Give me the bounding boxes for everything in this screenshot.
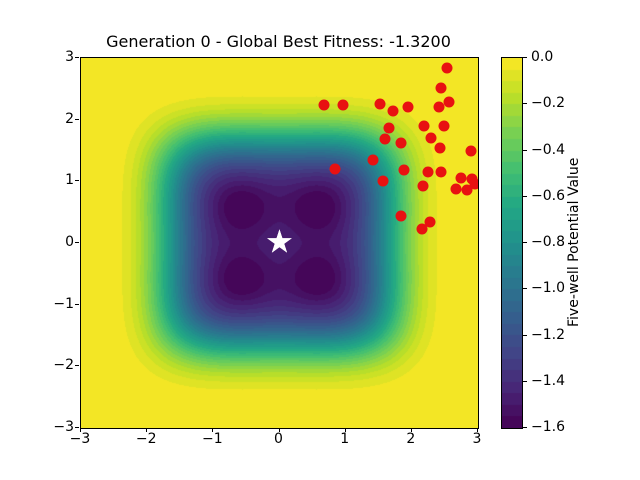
colorbar-tick-label: −1.4 xyxy=(531,372,565,389)
plot-title: Generation 0 - Global Best Fitness: -1.3… xyxy=(106,32,451,51)
colorbar-tick-label: −0.6 xyxy=(531,187,565,204)
colorbar-tick-mark xyxy=(523,288,527,290)
particle-dot xyxy=(377,175,389,187)
y-tick-mark xyxy=(75,365,79,367)
colorbar-axis-label: Five-well Potential Value xyxy=(566,157,582,327)
x-tick-mark xyxy=(278,428,280,432)
particle-dot xyxy=(441,62,453,74)
particle-dot xyxy=(433,101,445,113)
x-tick-label: 0 xyxy=(274,431,283,447)
colorbar-tick-mark xyxy=(523,334,527,336)
contour-field xyxy=(81,58,478,428)
x-tick-label: −2 xyxy=(135,431,157,447)
particle-dot xyxy=(329,163,341,175)
colorbar xyxy=(501,57,523,429)
particle-dot xyxy=(374,98,386,110)
particle-dot xyxy=(398,164,410,176)
y-tick-label: 1 xyxy=(65,172,74,189)
y-tick-label: −3 xyxy=(53,419,74,435)
x-tick-mark xyxy=(410,428,412,432)
particle-dot xyxy=(425,132,437,144)
particle-dot xyxy=(367,154,379,166)
plot-area: ★ xyxy=(80,57,479,429)
y-tick-label: 2 xyxy=(65,110,74,127)
particle-dot xyxy=(466,173,478,185)
colorbar-tick-mark xyxy=(523,57,527,58)
x-tick-label: 1 xyxy=(340,431,350,447)
particle-dot xyxy=(443,96,455,108)
colorbar-tick-mark xyxy=(523,380,527,382)
colorbar-tick-label: −0.2 xyxy=(531,95,565,112)
y-tick-label: −1 xyxy=(53,295,74,312)
x-tick-mark xyxy=(344,428,346,432)
particle-dot xyxy=(469,178,478,190)
y-tick-mark xyxy=(75,303,79,305)
particle-dot xyxy=(318,99,330,111)
y-tick-mark xyxy=(75,242,79,243)
colorbar-tick-label: −1.0 xyxy=(531,280,565,297)
x-tick-label: 3 xyxy=(472,431,482,447)
particle-dot xyxy=(337,99,349,111)
particle-dot xyxy=(422,166,434,178)
colorbar-tick-mark xyxy=(523,427,527,428)
particle-dot xyxy=(424,216,436,228)
y-tick-label: 0 xyxy=(65,234,74,250)
particle-dot xyxy=(395,210,407,222)
particle-dot xyxy=(435,82,447,94)
particle-dot xyxy=(395,137,407,149)
particle-dot xyxy=(438,120,450,132)
x-tick-label: 2 xyxy=(406,431,416,447)
particle-dot xyxy=(461,184,473,196)
y-tick-mark xyxy=(75,180,79,182)
y-tick-label: 3 xyxy=(65,49,74,65)
particle-dot xyxy=(435,166,447,178)
particle-dot xyxy=(402,101,414,113)
particle-dot xyxy=(418,120,430,132)
particle-dot xyxy=(417,180,429,192)
particle-dot xyxy=(387,105,399,117)
colorbar-tick-mark xyxy=(523,195,527,197)
particle-dot xyxy=(434,142,446,154)
particle-dot xyxy=(383,122,395,134)
particle-dot xyxy=(416,223,428,235)
colorbar-tick-mark xyxy=(523,149,527,151)
x-tick-mark xyxy=(477,428,478,432)
y-tick-mark xyxy=(75,57,79,58)
colorbar-tick-label: −1.6 xyxy=(531,419,565,435)
colorbar-gradient xyxy=(502,58,522,428)
colorbar-tick-mark xyxy=(523,103,527,105)
x-tick-mark xyxy=(146,428,148,432)
particle-dot xyxy=(450,183,462,195)
y-tick-mark xyxy=(75,118,79,120)
y-tick-label: −2 xyxy=(53,357,74,374)
x-tick-label: −1 xyxy=(202,431,223,447)
particle-dot xyxy=(465,145,477,156)
x-tick-mark xyxy=(80,428,81,432)
colorbar-tick-label: 0.0 xyxy=(531,49,554,65)
colorbar-tick-mark xyxy=(523,242,527,243)
particle-dot xyxy=(455,172,467,184)
colorbar-tick-label: −0.4 xyxy=(531,141,565,158)
colorbar-tick-label: −1.2 xyxy=(531,326,565,343)
colorbar-tick-label: −0.8 xyxy=(531,234,565,250)
x-tick-mark xyxy=(212,428,214,432)
x-tick-label: −3 xyxy=(69,431,91,447)
global-best-star-marker: ★ xyxy=(265,222,294,261)
y-tick-mark xyxy=(75,427,79,428)
particle-dot xyxy=(379,133,391,145)
